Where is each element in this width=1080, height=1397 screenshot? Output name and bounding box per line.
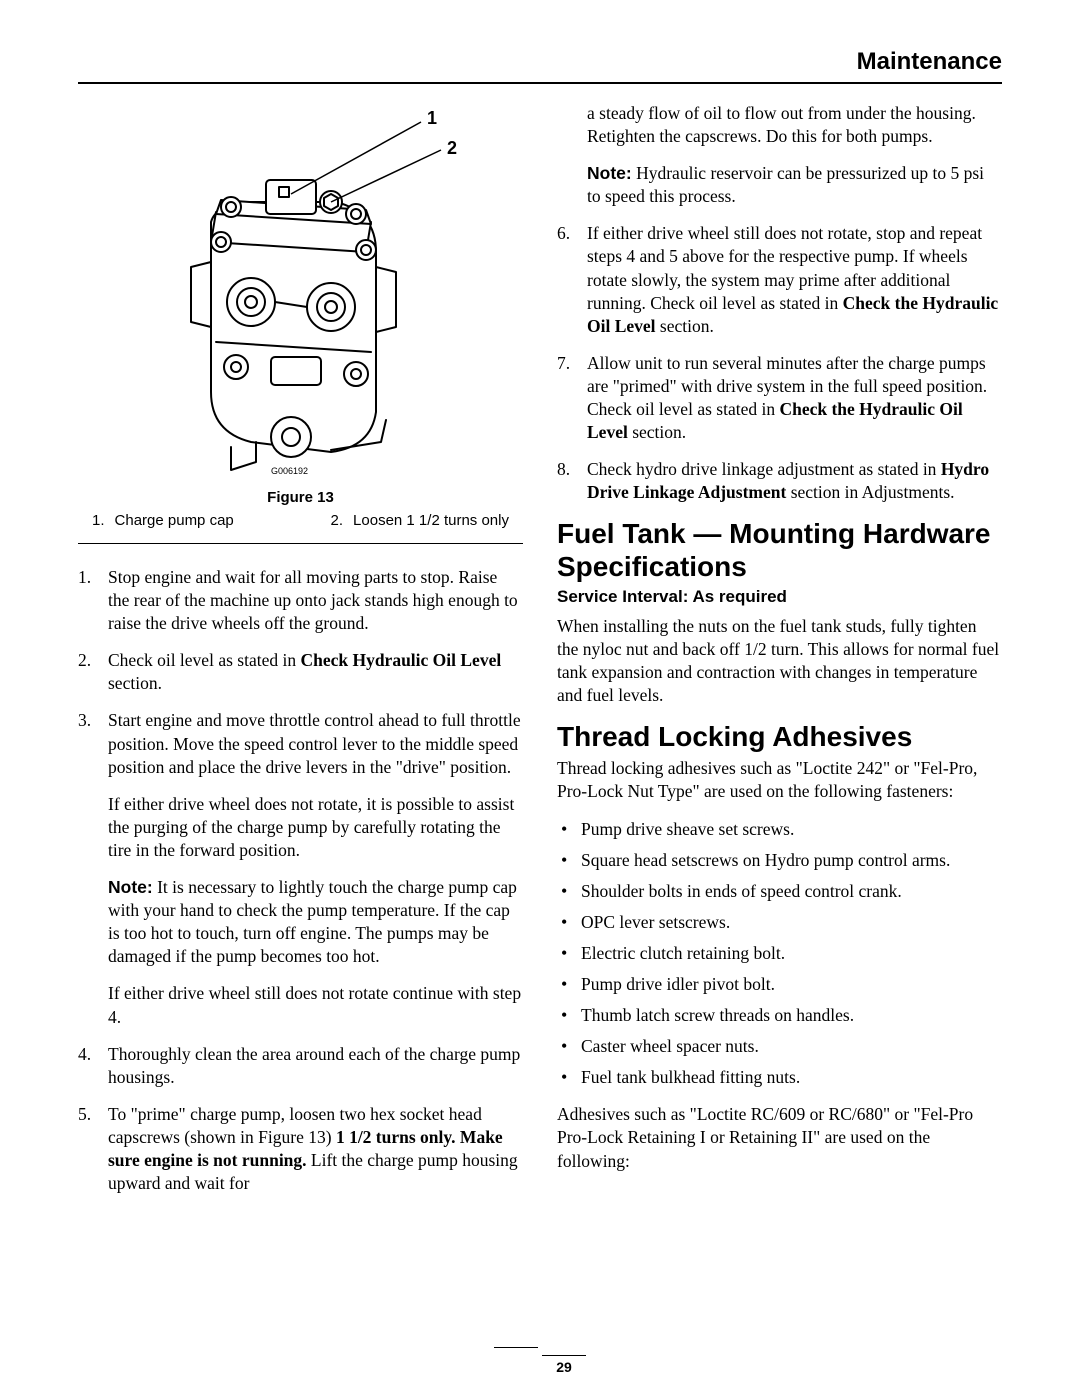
step-para: Start engine and move throttle control a… <box>108 709 523 778</box>
adhesives-outro: Adhesives such as "Loctite RC/609 or RC/… <box>557 1103 1002 1172</box>
step-para: If either drive wheel does not rotate, i… <box>108 793 523 862</box>
step-7: Allow unit to run several minutes after … <box>557 352 1002 444</box>
callout-1: 1 <box>427 108 437 128</box>
procedure-steps-left: Stop engine and wait for all moving part… <box>78 566 523 1195</box>
step-text: Thoroughly clean the area around each of… <box>108 1044 520 1087</box>
procedure-steps-right: If either drive wheel still does not rot… <box>557 222 1002 504</box>
step-note: Note: Hydraulic reservoir can be pressur… <box>587 162 1002 208</box>
step-para: If either drive wheel still does not rot… <box>108 982 523 1028</box>
list-item: Caster wheel spacer nuts. <box>557 1035 1002 1058</box>
step-text: section. <box>628 422 686 442</box>
fuel-tank-heading: Fuel Tank — Mounting Hardware Specificat… <box>557 518 1002 582</box>
figure-legend: 1. Charge pump cap 2. Loosen 1 1/2 turns… <box>78 512 523 544</box>
pump-diagram-icon: 1 2 G006192 <box>121 102 481 482</box>
step-text: section in Adjustments. <box>786 482 954 502</box>
step-text: section. <box>656 316 714 336</box>
content-columns: 1 2 G006192 Figure 13 1. Charge pump cap… <box>78 102 1002 1209</box>
step-4: Thoroughly clean the area around each of… <box>78 1043 523 1089</box>
right-column: a steady flow of oil to flow out from un… <box>557 102 1002 1209</box>
step-8: Check hydro drive linkage adjustment as … <box>557 458 1002 504</box>
step-1: Stop engine and wait for all moving part… <box>78 566 523 635</box>
page-number-text: 29 <box>556 1359 572 1375</box>
step-text: Stop engine and wait for all moving part… <box>108 567 518 633</box>
step-3: Start engine and move throttle control a… <box>78 709 523 1028</box>
note-text: It is necessary to lightly touch the cha… <box>108 877 517 966</box>
list-item: Shoulder bolts in ends of speed control … <box>557 880 1002 903</box>
legend-num: 1. <box>92 512 105 529</box>
fuel-tank-para: When installing the nuts on the fuel tan… <box>557 615 1002 707</box>
note-label: Note: <box>587 163 632 183</box>
list-item: OPC lever setscrews. <box>557 911 1002 934</box>
list-item: Pump drive sheave set screws. <box>557 818 1002 841</box>
figure-part-code: G006192 <box>271 466 308 476</box>
legend-num: 2. <box>331 512 344 529</box>
step-text: section. <box>108 673 162 693</box>
page-header: Maintenance <box>78 48 1002 84</box>
step-5-continuation: a steady flow of oil to flow out from un… <box>557 102 1002 208</box>
step-text: Check hydro drive linkage adjustment as … <box>587 459 941 479</box>
adhesives-heading: Thread Locking Adhesives <box>557 721 1002 753</box>
step-note: Note: It is necessary to lightly touch t… <box>108 876 523 968</box>
legend-item-1: 1. Charge pump cap <box>92 512 234 529</box>
page-number: 29 <box>0 1355 1080 1377</box>
left-column: 1 2 G006192 Figure 13 1. Charge pump cap… <box>78 102 523 1209</box>
list-item: Square head setscrews on Hydro pump cont… <box>557 849 1002 872</box>
figure-13: 1 2 G006192 Figure 13 <box>78 102 523 506</box>
step-text: Check oil level as stated in <box>108 650 300 670</box>
step-5: To "prime" charge pump, loosen two hex s… <box>78 1103 523 1195</box>
legend-text: Charge pump cap <box>115 512 234 529</box>
figure-caption: Figure 13 <box>78 489 523 506</box>
list-item: Electric clutch retaining bolt. <box>557 942 1002 965</box>
adhesives-list: Pump drive sheave set screws. Square hea… <box>557 818 1002 1090</box>
list-item: Pump drive idler pivot bolt. <box>557 973 1002 996</box>
list-item: Thumb latch screw threads on handles. <box>557 1004 1002 1027</box>
service-interval: Service Interval: As required <box>557 587 1002 607</box>
legend-item-2: 2. Loosen 1 1/2 turns only <box>331 512 509 529</box>
callout-2: 2 <box>447 138 457 158</box>
legend-text: Loosen 1 1/2 turns only <box>353 512 509 529</box>
list-item: Fuel tank bulkhead fitting nuts. <box>557 1066 1002 1089</box>
bold-text: Check Hydraulic Oil Level <box>300 650 501 670</box>
note-label: Note: <box>108 877 153 897</box>
adhesives-intro: Thread locking adhesives such as "Loctit… <box>557 757 1002 803</box>
step-6: If either drive wheel still does not rot… <box>557 222 1002 337</box>
step-para: a steady flow of oil to flow out from un… <box>587 102 1002 148</box>
step-2: Check oil level as stated in Check Hydra… <box>78 649 523 695</box>
page-number-rule <box>542 1355 586 1356</box>
note-text: Hydraulic reservoir can be pressurized u… <box>587 163 984 206</box>
